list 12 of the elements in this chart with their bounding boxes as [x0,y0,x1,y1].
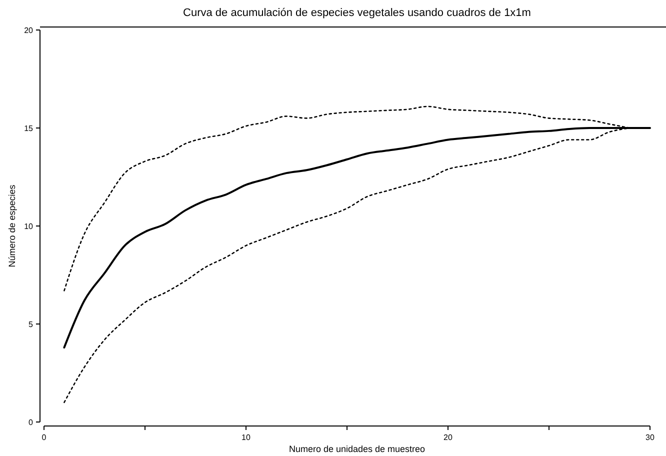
y-tick-label: 10 [24,222,34,231]
chart-title: Curva de acumulación de especies vegetales usando cuadros de 1x1m [183,7,531,19]
x-axis-title: Numero de unidades de muestreo [288,444,426,454]
y-tick-label: 20 [24,26,34,35]
y-tick-label: 15 [24,124,34,133]
x-tick-label: 10 [242,433,251,442]
x-tick-label: 30 [646,433,655,442]
x-tick-label: 20 [444,433,453,442]
y-tick-label: 5 [28,320,34,329]
y-tick-label: 0 [28,418,34,427]
y-axis-title: Número de especies [7,184,17,268]
x-tick-label: 0 [42,433,47,442]
